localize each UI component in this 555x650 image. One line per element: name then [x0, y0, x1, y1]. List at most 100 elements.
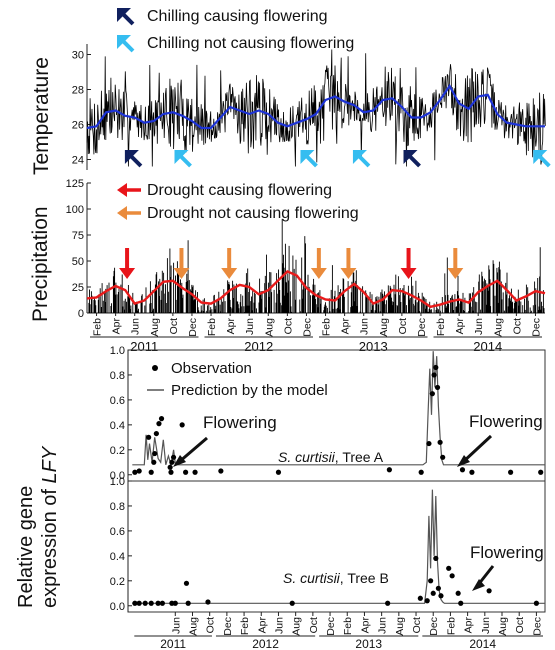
tree-b-observation-point — [486, 588, 492, 594]
tree-a-observation-point — [183, 469, 189, 475]
precipitation-drought_noflower-arrow-head — [447, 268, 464, 279]
tree-b-observation-point — [428, 578, 434, 584]
tree-a-flowering-arrow-1-shaft — [178, 436, 208, 464]
tree-b-species: S. curtisii — [283, 570, 341, 586]
tree-a-y-tick-label: 0.8 — [110, 370, 125, 382]
tree-b-x-tick-label: Feb — [342, 617, 354, 635]
tree-a-y-tick-label: 0.0 — [110, 470, 125, 482]
legend-observation-label: Observation — [171, 360, 252, 377]
tree-b-observation-point — [424, 598, 430, 604]
tree-a-observation-point — [168, 469, 174, 475]
temperature-chill_noflower-arrow — [174, 150, 192, 168]
precipitation-x-tick-label: Aug — [378, 318, 390, 337]
tree-b-y-tick-label: 0.4 — [110, 551, 125, 563]
tree-b-x-tick-label: Dec — [325, 617, 337, 636]
tree-a-observation-point — [158, 416, 165, 422]
precipitation-x-tick-label: Jun — [130, 318, 142, 335]
temperature-chill_noflower-arrow — [533, 150, 551, 168]
tree-a-observation-point — [275, 469, 282, 475]
gene-expression-axis-label-line1: Relative gene — [15, 485, 37, 608]
precipitation-x-tick-label: Jun — [473, 318, 485, 335]
precipitation-drought_noflower-arrow — [447, 248, 464, 279]
tree-b-observation-point — [449, 573, 455, 579]
tree-b-x-tick-label: Apr — [463, 617, 475, 634]
tree-a-y-tick-label: 1.0 — [110, 345, 125, 357]
precipitation-drought_flower-arrow — [400, 248, 417, 279]
precipitation-x-tick-label: Dec — [187, 318, 199, 337]
temperature-axis-label: Temperature — [30, 57, 53, 175]
precipitation-y-tick-label: 50 — [72, 256, 84, 268]
precipitation-x-tick-label: Feb — [321, 318, 333, 336]
tree-a-observation-point — [386, 467, 392, 473]
precipitation-x-tick-label: Aug — [263, 318, 275, 337]
tree-b-observation-point — [455, 590, 461, 596]
tree-a-observation-point — [469, 469, 475, 475]
tree-a-observation-point — [136, 468, 142, 474]
tree-a-y-tick-label: 0.4 — [110, 420, 125, 432]
tree-b-year-label: 2012 — [252, 637, 279, 650]
tree-b-observation-point — [183, 580, 190, 586]
tree-a-flowering-arrow-2-head — [457, 455, 470, 467]
tree-a-observation-point — [132, 469, 138, 475]
tree-b-y-tick-label: 0.6 — [110, 526, 125, 538]
precipitation-x-tick-label: Feb — [206, 318, 218, 336]
tree-a-observation-point — [169, 459, 175, 465]
tree-b-observation-point — [155, 600, 161, 606]
tree-b-observation-point — [458, 600, 464, 606]
tree-a-y-tick-label: 0.6 — [110, 395, 125, 407]
tree-a-observation-point — [459, 467, 466, 473]
tree-b-observation-point — [435, 585, 441, 591]
tree-b-x-tick-label: Oct — [411, 617, 423, 633]
temperature-y-tick-label: 28 — [72, 85, 84, 97]
precipitation-drought_flower-arrow-head — [119, 268, 136, 279]
tree-a-observation-point — [146, 434, 152, 440]
tree-a-observation-point — [156, 421, 162, 427]
precipitation-x-tick-label: Oct — [511, 318, 523, 334]
temperature-chill_flower-arrow-head — [124, 150, 139, 164]
precipitation-x-tick-label: Apr — [340, 318, 352, 335]
precipitation-x-tick-label: Apr — [111, 318, 123, 335]
tree-a-observation-point — [429, 391, 435, 397]
tree-b-y-tick-label: 1.0 — [110, 476, 125, 488]
legend-prediction-label: Prediction by the model — [171, 382, 328, 399]
tree-a-species: S. curtisii — [278, 449, 336, 465]
tree-a-observation-point — [418, 469, 424, 475]
tree-b-observation-point — [438, 593, 444, 599]
tree-b-x-tick-label: Aug — [291, 617, 303, 636]
tree-b-observation-point — [289, 600, 295, 606]
tree-a-observation-point — [179, 422, 185, 428]
precipitation-x-tick-label: Feb — [92, 318, 104, 336]
temperature-y-tick-label: 24 — [72, 155, 84, 167]
tree-a-flowering-annotation-2: Flowering — [469, 412, 543, 431]
tree-a-observation-point — [192, 469, 198, 475]
precipitation-x-tick-label: Jun — [244, 318, 256, 335]
tree-b-x-tick-label: Oct — [514, 617, 526, 633]
tree-b-flowering-arrow-head — [472, 579, 485, 591]
tree-b-observation-point — [417, 595, 423, 601]
tree-a-label: S. curtisii, Tree A — [278, 449, 384, 465]
tree-b-flowering-annotation: Flowering — [470, 543, 544, 562]
tree-b-observation-point — [533, 600, 540, 606]
temperature-chill_noflower-arrow-head — [533, 150, 548, 164]
tree-a-observation-point — [508, 469, 514, 475]
precipitation-x-tick-label: Feb — [435, 318, 447, 336]
precipitation-drought_flower-arrow — [119, 248, 136, 279]
precipitation-year-label: 2011 — [130, 339, 158, 354]
tree-b-observation-point — [385, 600, 391, 606]
tree-b-observation-point — [159, 600, 165, 606]
legend-chill_noflower-label: Chilling not causing flowering — [147, 35, 354, 52]
tree-a-flowering-arrow-1-head — [173, 455, 186, 467]
precipitation-year-label: 2013 — [359, 339, 388, 354]
tree-a-observation-point — [218, 468, 224, 474]
tree-b-x-tick-label: Dec — [428, 617, 440, 636]
legend-drought_flower-arrow-head — [117, 183, 127, 197]
tree-b-label: S. curtisii, Tree B — [283, 570, 389, 586]
tree-a-flowering-annotation-1: Flowering — [203, 413, 277, 432]
precipitation-drought_noflower-arrow-head — [221, 268, 238, 279]
precipitation-smoothed-line — [86, 269, 546, 309]
precipitation-x-tick-label: Dec — [530, 318, 542, 337]
temperature-chill_noflower-arrow-head — [174, 150, 189, 164]
tree-b-year-label: 2013 — [355, 637, 382, 650]
legend-drought_noflower-label: Drought not causing flowering — [147, 205, 359, 222]
tree-b-observation-point — [148, 600, 154, 606]
